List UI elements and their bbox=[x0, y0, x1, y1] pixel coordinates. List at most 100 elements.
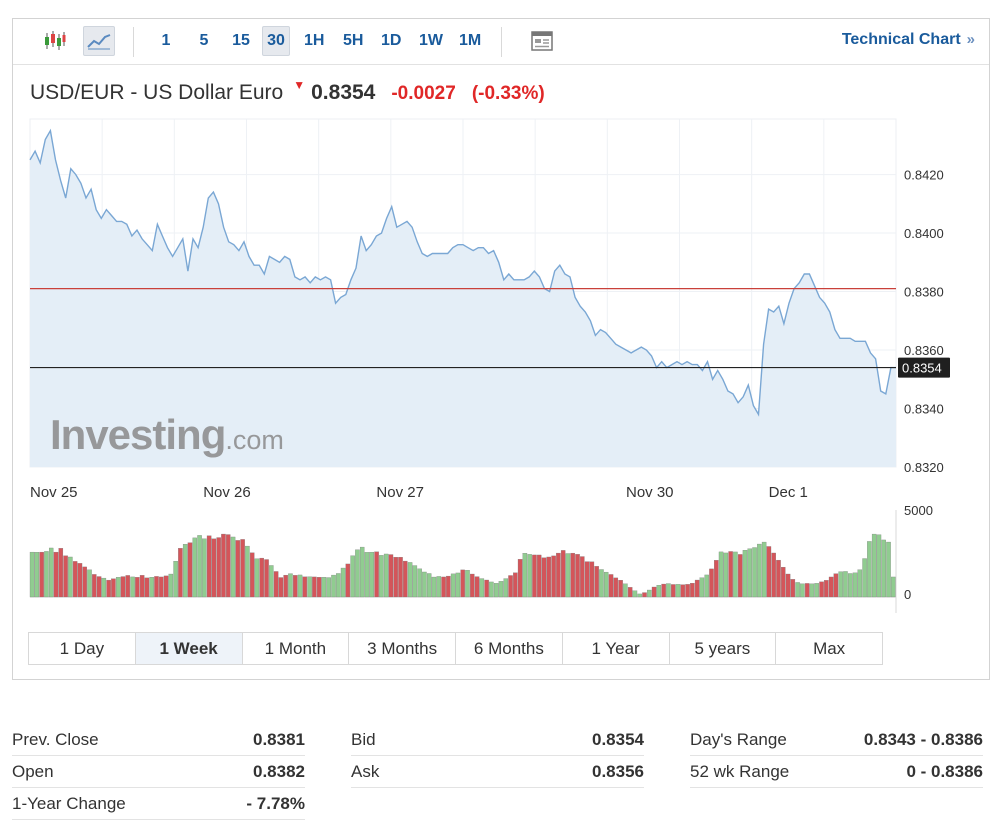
volume-bar bbox=[187, 542, 193, 598]
volume-bar bbox=[359, 546, 365, 598]
volume-bar bbox=[288, 573, 293, 598]
volume-bar bbox=[666, 583, 671, 598]
stat-row: Prev. Close 0.8381 bbox=[12, 724, 305, 756]
volume-tick-label: 5000 bbox=[904, 503, 933, 518]
volume-bar bbox=[417, 568, 422, 598]
volume-bar bbox=[355, 549, 360, 598]
range-tab-1-year[interactable]: 1 Year bbox=[562, 633, 670, 664]
volume-bar bbox=[503, 578, 509, 598]
stat-row: Open 0.8382 bbox=[12, 756, 305, 788]
interval-button-1[interactable]: 1 bbox=[161, 32, 171, 49]
volume-bar bbox=[48, 547, 54, 598]
volume-bar bbox=[68, 556, 73, 598]
volume-bar bbox=[240, 539, 245, 598]
volume-bar bbox=[345, 563, 351, 598]
stat-value: 0.8381 bbox=[253, 729, 305, 749]
range-tab-1-month[interactable]: 1 Month bbox=[242, 633, 350, 664]
volume-bar bbox=[53, 551, 59, 598]
interval-button-1h[interactable]: 1H bbox=[304, 32, 325, 49]
interval-button-5h[interactable]: 5H bbox=[343, 32, 364, 49]
volume-bar bbox=[752, 547, 757, 598]
price-change-percent: (-0.33%) bbox=[471, 83, 545, 104]
chart-toolbar: Technical Chart» 1 5 15 30 1H 5H 1D 1W 1M bbox=[13, 19, 989, 65]
volume-bar bbox=[608, 574, 614, 598]
volume-bar bbox=[670, 584, 676, 598]
volume-bar bbox=[809, 583, 815, 598]
volume-bar bbox=[627, 587, 633, 598]
range-tabs: 1 Day 1 Week 1 Month 3 Months 6 Months 1 Year… bbox=[28, 632, 883, 665]
volume-bar bbox=[661, 583, 666, 598]
range-tab-1-day[interactable]: 1 Day bbox=[29, 633, 136, 664]
technical-chart-link[interactable]: Technical Chart » bbox=[842, 31, 975, 49]
volume-bar bbox=[766, 546, 772, 598]
volume-bar bbox=[728, 551, 733, 598]
volume-bar bbox=[642, 592, 647, 598]
volume-bar bbox=[723, 552, 729, 598]
volume-bar bbox=[460, 569, 465, 598]
interval-button-1m[interactable]: 1M bbox=[459, 32, 482, 49]
volume-bar bbox=[637, 593, 642, 598]
volume-bar bbox=[441, 576, 446, 598]
volume-bar bbox=[426, 573, 432, 598]
volume-bar bbox=[599, 569, 604, 598]
y-tick-label: 0.8400 bbox=[904, 226, 944, 241]
area-chart-icon[interactable] bbox=[83, 26, 115, 56]
volume-bar bbox=[264, 559, 269, 598]
toolbar-separator bbox=[133, 27, 134, 57]
stats-column-1: Prev. Close 0.8381 Open 0.8382 1-Year Change… bbox=[12, 724, 305, 820]
x-tick-label: Nov 27 bbox=[376, 484, 424, 501]
volume-bar bbox=[575, 554, 580, 598]
volume-bar bbox=[44, 551, 49, 598]
range-tab-5-years[interactable]: 5 years bbox=[669, 633, 777, 664]
volume-bar bbox=[465, 570, 470, 598]
volume-bar bbox=[216, 537, 221, 598]
volume-bar bbox=[623, 583, 628, 598]
volume-bar bbox=[546, 556, 552, 598]
interval-button-1w[interactable]: 1W bbox=[419, 32, 443, 49]
volume-bar bbox=[647, 589, 652, 598]
volume-bar bbox=[72, 561, 78, 598]
volume-bar bbox=[182, 544, 188, 598]
volume-bar bbox=[202, 538, 207, 598]
range-tab-max[interactable]: Max bbox=[776, 633, 882, 664]
stat-label: Day's Range bbox=[690, 729, 787, 749]
range-tab-6-months[interactable]: 6 Months bbox=[456, 633, 563, 664]
interval-button-15[interactable]: 15 bbox=[232, 32, 250, 49]
news-panel-icon[interactable] bbox=[526, 26, 558, 56]
volume-bar bbox=[321, 577, 327, 598]
price-change: -0.0027 bbox=[391, 83, 456, 104]
volume-bar bbox=[541, 557, 547, 598]
volume-bar bbox=[249, 552, 255, 598]
candlestick-icon[interactable] bbox=[39, 26, 71, 56]
volume-bar bbox=[398, 557, 403, 598]
volume-bar bbox=[455, 572, 461, 598]
volume-bar bbox=[651, 586, 657, 598]
volume-bar bbox=[312, 576, 317, 598]
volume-bar bbox=[718, 551, 724, 598]
volume-bar bbox=[403, 560, 408, 598]
last-price-badge bbox=[898, 357, 950, 378]
range-tab-1-week[interactable]: 1 Week bbox=[135, 633, 243, 664]
interval-button-1d[interactable]: 1D bbox=[381, 32, 402, 49]
range-tab-3-months[interactable]: 3 Months bbox=[349, 633, 456, 664]
price-area bbox=[30, 130, 896, 467]
volume-bar bbox=[589, 561, 595, 598]
volume-bar bbox=[867, 541, 872, 598]
volume-bar bbox=[594, 566, 599, 598]
volume-bar bbox=[871, 533, 877, 598]
volume-bar bbox=[709, 568, 714, 598]
interval-button-5[interactable]: 5 bbox=[199, 32, 209, 49]
volume-bar bbox=[379, 555, 384, 598]
volume-bar bbox=[340, 567, 346, 598]
volume-bar bbox=[130, 576, 135, 598]
stat-label: Open bbox=[12, 761, 54, 781]
volume-bar bbox=[82, 566, 87, 598]
volume-bar bbox=[881, 539, 886, 598]
interval-button-30[interactable]: 30 bbox=[262, 26, 290, 56]
volume-bar bbox=[125, 575, 131, 598]
volume-bar bbox=[632, 590, 638, 598]
volume-bar bbox=[824, 580, 829, 598]
volume-bar bbox=[771, 552, 776, 598]
volume-bar bbox=[29, 551, 35, 598]
